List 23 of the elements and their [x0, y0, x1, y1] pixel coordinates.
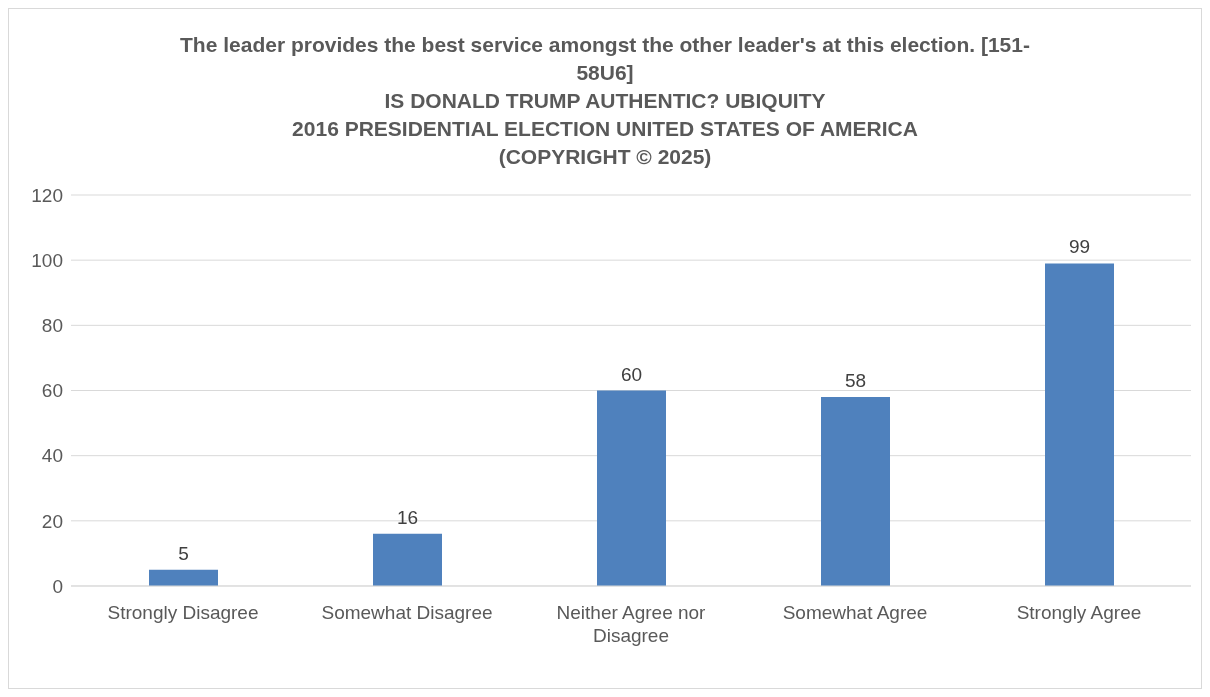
y-tick-label: 20	[41, 510, 63, 532]
y-tick-label: 40	[41, 445, 63, 467]
data-label: 58	[844, 370, 867, 392]
y-tick-label: 0	[52, 575, 63, 597]
y-tick-label: 120	[31, 184, 63, 206]
x-tick-label: Strongly Agree	[1016, 602, 1142, 624]
chart-title: The leader provides the best service amongst the other leader's at this election. [151-58U6] IS DONALD TRUMP AUTHENTIC? UBIQUITY 2016 PRESIDENTIAL ELECTION UNITED STATES OF AMERICA (COPYRIGHT © 2025)	[179, 32, 1031, 170]
x-tick-label: Somewhat Agree	[782, 602, 928, 624]
x-tick-label: Neither Agree nor Disagree	[556, 602, 707, 646]
data-label: 5	[178, 542, 189, 564]
y-tick-label: 100	[31, 249, 63, 271]
data-label: 60	[620, 363, 643, 385]
data-label: 99	[1068, 236, 1091, 258]
bar	[597, 390, 666, 586]
x-tick-label: Strongly Disagree	[107, 602, 259, 624]
y-tick-label: 80	[41, 315, 63, 337]
y-tick-label: 60	[41, 380, 63, 402]
x-tick-label: Somewhat Disagree	[321, 602, 493, 624]
bar	[373, 533, 442, 586]
bar	[1045, 263, 1114, 586]
bar	[149, 569, 218, 586]
data-label: 16	[396, 506, 419, 528]
bar	[821, 397, 890, 586]
